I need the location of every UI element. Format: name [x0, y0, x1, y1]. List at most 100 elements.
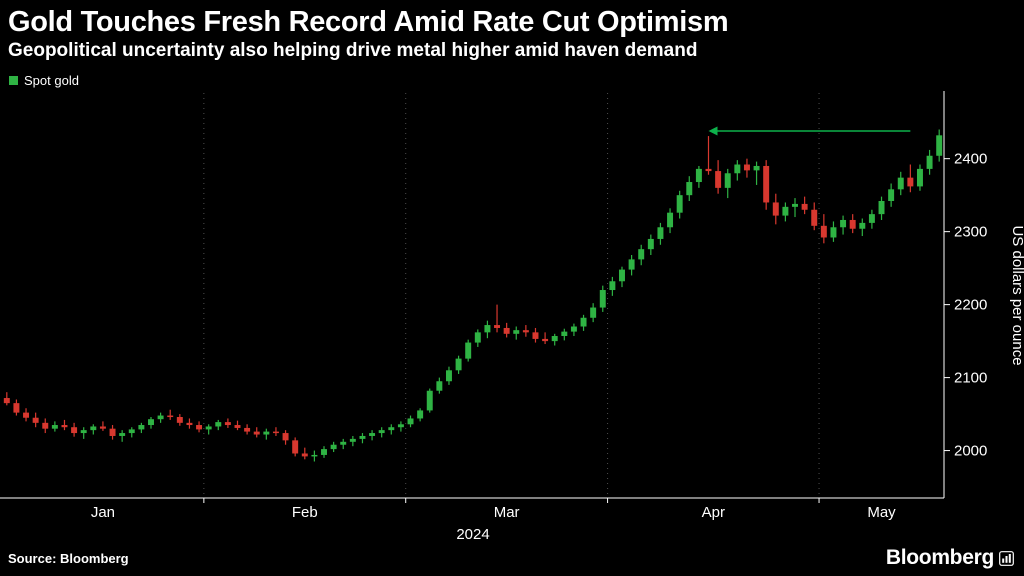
- candle-body: [743, 164, 750, 171]
- candle-body: [292, 440, 299, 454]
- chart-subtitle: Geopolitical uncertainty also helping dr…: [8, 40, 698, 62]
- chart-footer: Source: Bloomberg Bloomberg: [0, 546, 1024, 574]
- record-annotation: [708, 126, 911, 136]
- candle-body: [282, 433, 289, 441]
- candle-body: [397, 424, 404, 428]
- candle-body: [109, 428, 116, 437]
- candle-body: [3, 398, 10, 404]
- candle-body: [407, 418, 414, 425]
- candle-body: [426, 391, 433, 411]
- candle-body: [878, 201, 885, 215]
- candle-body: [580, 318, 587, 327]
- candle-body: [522, 330, 529, 333]
- candle-body: [32, 418, 39, 424]
- candle-body: [820, 226, 827, 238]
- candle-body: [321, 449, 327, 456]
- candle-body: [724, 173, 731, 189]
- candle-body: [244, 428, 251, 432]
- candle-body: [436, 381, 443, 392]
- legend-label: Spot gold: [24, 72, 79, 88]
- candle-body: [61, 425, 68, 428]
- candle-body: [676, 195, 683, 213]
- candle-body: [926, 156, 933, 170]
- candle-body: [42, 423, 49, 429]
- candle-body: [936, 135, 943, 157]
- y-axis-tick-label: 2300: [954, 224, 987, 241]
- candle-body: [272, 431, 279, 434]
- candle-body: [772, 202, 779, 216]
- y-axis-tick-label: 2100: [954, 370, 987, 387]
- candle-body: [494, 325, 501, 329]
- candle-body: [484, 325, 491, 333]
- candle-body: [311, 455, 318, 457]
- candle-body: [157, 415, 164, 420]
- candle-body: [705, 169, 712, 172]
- candle-body: [234, 425, 241, 429]
- candle-body: [888, 189, 895, 202]
- candle-body: [71, 427, 78, 434]
- candle-body: [23, 412, 30, 419]
- candle-body: [330, 445, 337, 450]
- x-axis-month-label: Jan: [91, 504, 115, 521]
- candle-body: [590, 307, 597, 319]
- x-axis-month-label: May: [867, 504, 896, 521]
- candle-body: [782, 207, 789, 216]
- candle-body: [51, 425, 58, 429]
- candle-body: [811, 210, 818, 227]
- candle-body: [465, 342, 472, 359]
- x-axis-month-label: Apr: [702, 504, 725, 521]
- x-axis-month-label: Mar: [494, 504, 520, 521]
- candle-body: [205, 426, 212, 430]
- candle-body: [445, 370, 452, 382]
- candle-body: [90, 426, 97, 431]
- candle-body: [80, 430, 87, 434]
- candle-body: [215, 422, 222, 427]
- candle-body: [167, 415, 174, 418]
- candle-body: [349, 439, 356, 443]
- candle-body: [176, 417, 183, 424]
- candle-body: [734, 164, 741, 174]
- chart-header: Gold Touches Fresh Record Amid Rate Cut …: [0, 0, 1024, 88]
- axes: [0, 91, 950, 504]
- candle-body: [561, 331, 568, 337]
- y-axis-title: US dollars per ounce: [1009, 226, 1024, 366]
- candle-body: [196, 425, 203, 430]
- candle-body: [513, 330, 520, 335]
- candle-body: [609, 281, 616, 291]
- candle-body: [263, 431, 270, 435]
- candle-body: [455, 358, 462, 371]
- x-axis-year-label: 2024: [456, 526, 489, 543]
- candle-body: [715, 171, 722, 189]
- candle-body: [619, 269, 625, 282]
- candle-body: [301, 453, 308, 457]
- candle-body: [253, 431, 260, 435]
- candle-body: [119, 433, 126, 437]
- bloomberg-logo-icon: [999, 550, 1014, 566]
- candle-body: [628, 259, 635, 270]
- candle-body: [638, 249, 645, 260]
- candle-body: [359, 436, 366, 440]
- candle-body: [801, 204, 808, 211]
- candle-body: [474, 332, 481, 343]
- source-text: Source: Bloomberg: [8, 550, 129, 566]
- candle-body: [859, 223, 866, 230]
- candle-body: [417, 410, 424, 419]
- chart-title: Gold Touches Fresh Record Amid Rate Cut …: [8, 6, 729, 38]
- candle-body: [792, 204, 798, 208]
- candles: [3, 129, 943, 462]
- candle-body: [99, 426, 106, 429]
- candle-body: [551, 336, 558, 342]
- axis-labels: Jan Feb Mar Apr May 2024 2000 2100 2200 2300 2400 U…: [91, 151, 1024, 543]
- candle-body: [128, 429, 135, 434]
- candle-body: [148, 419, 154, 426]
- legend-swatch: [9, 75, 18, 85]
- candle-body: [830, 227, 837, 238]
- x-axis-month-label: Feb: [292, 504, 318, 521]
- candle-body: [897, 177, 904, 190]
- candle-body: [763, 166, 770, 203]
- candle-body: [753, 166, 760, 171]
- candle-body: [378, 430, 385, 434]
- candle-body: [532, 332, 539, 340]
- candle-body: [570, 326, 577, 332]
